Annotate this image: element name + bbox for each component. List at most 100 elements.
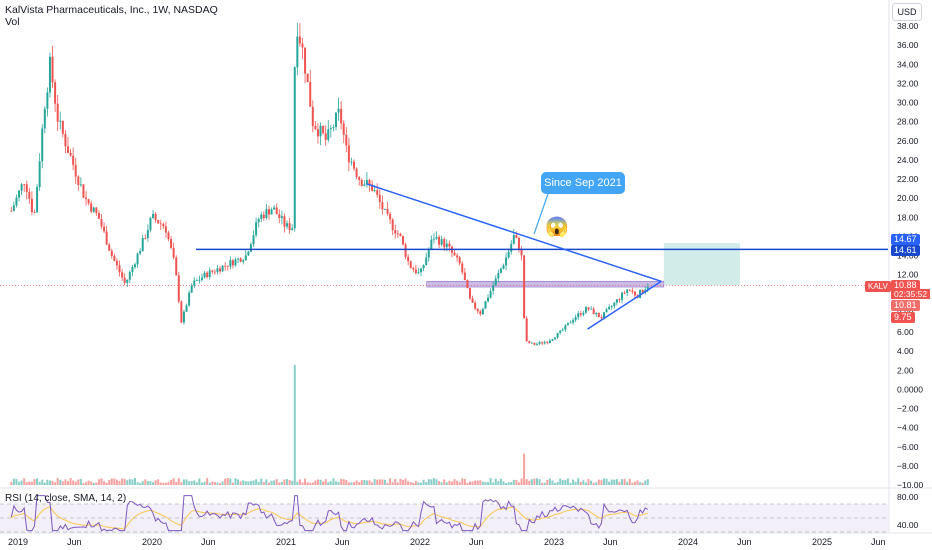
candle-body xyxy=(314,126,317,130)
candle-body xyxy=(391,219,394,231)
volume-bar xyxy=(193,480,196,485)
candle-body xyxy=(113,255,116,261)
candle-body xyxy=(502,265,505,269)
volume-bar xyxy=(461,478,464,485)
candle-body xyxy=(543,342,546,344)
volume-bar xyxy=(337,481,340,485)
volume-bar xyxy=(118,480,121,485)
candle-body xyxy=(64,134,67,147)
price-tick-label: 24.00 xyxy=(897,155,919,165)
candle-body xyxy=(298,36,301,44)
candle-body xyxy=(115,260,118,266)
price-tick-label: 0.0000 xyxy=(897,384,923,394)
volume-bar xyxy=(190,481,193,485)
volume-bar xyxy=(345,480,348,485)
volume-bar xyxy=(159,482,162,485)
last-price-tag: 10.88 xyxy=(891,280,920,291)
candle-body xyxy=(463,272,466,281)
volume-bar xyxy=(559,478,562,485)
candle-body xyxy=(389,213,392,220)
volume-bar xyxy=(628,478,631,485)
volume-bar xyxy=(100,478,103,485)
candle-body xyxy=(515,235,518,239)
candle-body xyxy=(595,312,598,315)
stop-price-tag: 9.75 xyxy=(891,312,915,323)
volume-bar xyxy=(602,478,605,485)
volume-bar xyxy=(600,480,603,485)
price-tick-label: 32.00 xyxy=(897,78,919,88)
candle-body xyxy=(18,190,21,198)
candle-body xyxy=(332,127,335,129)
candle-body xyxy=(427,249,430,258)
time-tick-label: 2020 xyxy=(142,537,162,547)
volume-bar xyxy=(170,479,173,485)
rsi-moving-average-line xyxy=(11,506,648,530)
candle-body xyxy=(530,342,533,344)
candle-body xyxy=(90,203,93,212)
candle-body xyxy=(260,214,263,220)
currency-button[interactable]: USD xyxy=(892,3,922,21)
time-tick-label: 2019 xyxy=(8,537,28,547)
candle-body xyxy=(324,133,327,140)
volume-bar xyxy=(420,482,423,485)
volume-bar xyxy=(260,478,263,485)
candle-body xyxy=(505,257,508,266)
candle-body xyxy=(267,209,270,215)
candle-body xyxy=(322,125,325,134)
candle-body xyxy=(301,43,304,48)
volume-bar xyxy=(252,480,255,485)
volume-bar xyxy=(631,482,634,485)
volume-bar xyxy=(167,481,170,485)
candle-body xyxy=(373,190,376,192)
time-tick-label: Jun xyxy=(67,537,82,547)
candle-body xyxy=(458,257,461,264)
volume-bar xyxy=(108,479,111,485)
volume-bar xyxy=(46,479,49,485)
volume-bar xyxy=(327,482,330,485)
volume-bar xyxy=(92,482,95,485)
price-tick-label: 2.00 xyxy=(897,365,914,375)
volume-bar xyxy=(188,481,191,485)
candle-body xyxy=(110,250,113,256)
price-tick-label: 38.00 xyxy=(897,21,919,31)
candle-body xyxy=(347,145,350,163)
volume-bar xyxy=(556,481,559,485)
volume-bar xyxy=(296,481,299,485)
candle-body xyxy=(422,264,425,269)
resistance-price-tag-1: 14.67 xyxy=(891,234,920,245)
volume-bar xyxy=(293,365,296,485)
resistance-price-tag-2: 14.61 xyxy=(891,245,920,256)
volume-bar xyxy=(525,479,528,485)
candle-body xyxy=(141,238,144,252)
volume-bar xyxy=(95,482,98,485)
candle-body xyxy=(208,270,211,278)
time-tick-label: 2023 xyxy=(544,537,564,547)
candle-body xyxy=(538,342,541,344)
volume-bar xyxy=(445,482,448,485)
volume-bar xyxy=(476,480,479,485)
volume-bar xyxy=(621,479,624,485)
volume-bar xyxy=(79,478,82,485)
candle-body xyxy=(474,302,477,309)
price-tick-label: 36.00 xyxy=(897,40,919,50)
candle-body xyxy=(291,228,294,231)
volume-bar xyxy=(180,482,183,485)
annotation-callout[interactable]: Since Sep 2021 xyxy=(541,172,625,194)
candle-body xyxy=(82,184,85,198)
volume-bar xyxy=(43,482,46,485)
volume-bar xyxy=(340,478,343,485)
volume-bar xyxy=(224,478,227,485)
candle-body xyxy=(157,219,160,224)
candle-body xyxy=(170,239,173,248)
rsi-indicator-label[interactable]: RSI (14, close, SMA, 14, 2) xyxy=(5,493,127,504)
volume-bar xyxy=(149,480,152,485)
candle-body xyxy=(517,238,520,249)
rising-trendline xyxy=(587,280,662,330)
candle-body xyxy=(30,198,33,213)
time-tick-label: Jun xyxy=(335,537,350,547)
candle-body xyxy=(420,268,423,273)
scared-face-icon: 😱 xyxy=(545,217,569,238)
volume-bar xyxy=(502,481,505,485)
volume-bar xyxy=(275,479,278,485)
